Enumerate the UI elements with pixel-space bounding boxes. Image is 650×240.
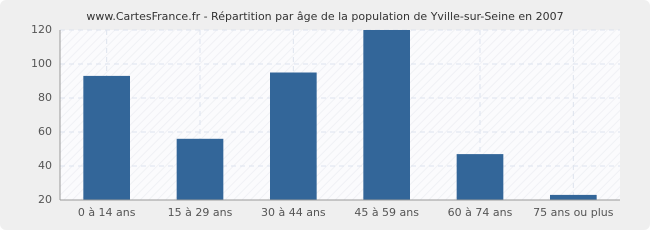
x-tick-label: 15 à 29 ans (168, 206, 233, 219)
bar (270, 72, 317, 200)
bar (363, 30, 410, 200)
x-tick-label: 60 à 74 ans (448, 206, 513, 219)
y-tick-label: 20 (38, 193, 52, 206)
x-tick-label: 30 à 44 ans (261, 206, 326, 219)
bar (456, 154, 504, 200)
plot-area (60, 30, 620, 200)
bar (176, 138, 224, 200)
x-tick-label: 0 à 14 ans (78, 206, 136, 219)
y-tick-label: 40 (38, 159, 52, 172)
chart: www.CartesFrance.fr - Répartition par âg… (0, 0, 650, 230)
y-tick-label: 120 (31, 23, 52, 36)
bar (83, 75, 130, 200)
bar (550, 194, 597, 200)
y-tick-label: 80 (38, 91, 52, 104)
y-tick-label: 60 (38, 125, 52, 138)
x-tick-label: 75 ans ou plus (533, 206, 614, 219)
y-tick-label: 100 (31, 57, 52, 70)
chart-title: www.CartesFrance.fr - Répartition par âg… (86, 10, 563, 23)
x-tick-label: 45 à 59 ans (354, 206, 419, 219)
